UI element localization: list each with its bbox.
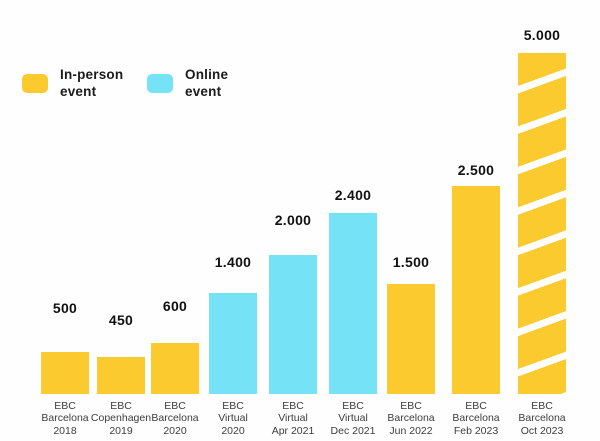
- bar-value-label: 5.000: [523, 27, 561, 43]
- bar: [41, 352, 89, 394]
- bar-group-ebc-barcelona-oct-2023: 5.000 EBC Barcelona Oct 2023: [507, 0, 577, 441]
- online-legend-swatch: [147, 73, 173, 93]
- bar-category-label: EBC Barcelona Feb 2023: [452, 399, 500, 438]
- bar-category-label: EBC Barcelona 2018: [41, 399, 89, 438]
- bar-group-ebc-barcelona-jun-2022: 1.500 EBC Barcelona Jun 2022: [376, 0, 446, 441]
- in-person-legend-swatch: [22, 73, 48, 93]
- bar-category-label: EBC Barcelona Oct 2023: [518, 399, 566, 438]
- bar-value-label: 450: [108, 312, 134, 328]
- bar-value-label: 1.400: [214, 254, 252, 270]
- bar-group-ebc-barcelona-2018: 500 EBC Barcelona 2018: [30, 0, 100, 441]
- bar-category-label: EBC Barcelona 2020: [151, 399, 199, 438]
- bar-group-ebc-virtual-dec-2021: 2.400 EBC Virtual Dec 2021: [318, 0, 388, 441]
- bar: [209, 293, 257, 394]
- bar-value-label: 2.000: [274, 212, 312, 228]
- in-person-legend-label: In-person event: [60, 67, 124, 99]
- bar: [387, 284, 435, 394]
- bar: [269, 255, 317, 394]
- online-legend-label: Online event: [185, 67, 229, 99]
- bar-group-ebc-virtual-apr-2021: 2.000 EBC Virtual Apr 2021: [258, 0, 328, 441]
- bar-value-label: 2.400: [334, 187, 372, 203]
- legend-item-in-person: In-person event: [22, 66, 123, 100]
- bar-value-label: 2.500: [457, 162, 495, 178]
- bar: [452, 186, 500, 394]
- bar-category-label: EBC Copenhagen 2019: [90, 399, 152, 438]
- bar-hatched: [518, 53, 566, 394]
- bar-group-ebc-barcelona-feb-2023: 2.500 EBC Barcelona Feb 2023: [441, 0, 511, 441]
- bar-category-label: EBC Virtual Dec 2021: [330, 399, 376, 438]
- bar-category-label: EBC Virtual 2020: [218, 399, 248, 438]
- bar: [97, 357, 145, 394]
- bar-category-label: EBC Barcelona Jun 2022: [387, 399, 435, 438]
- legend-item-online: Online event: [147, 66, 228, 100]
- bar-value-label: 600: [162, 298, 188, 314]
- bar-group-ebc-virtual-2020: 1.400 EBC Virtual 2020: [198, 0, 268, 441]
- bar-value-label: 1.500: [392, 254, 430, 270]
- bar-group-ebc-copenhagen-2019: 450 EBC Copenhagen 2019: [86, 0, 156, 441]
- bar-category-label: EBC Virtual Apr 2021: [271, 399, 315, 438]
- bar-group-ebc-barcelona-2020: 600 EBC Barcelona 2020: [140, 0, 210, 441]
- bar: [151, 343, 199, 394]
- bar-value-label: 500: [52, 300, 78, 316]
- bar: [329, 213, 377, 394]
